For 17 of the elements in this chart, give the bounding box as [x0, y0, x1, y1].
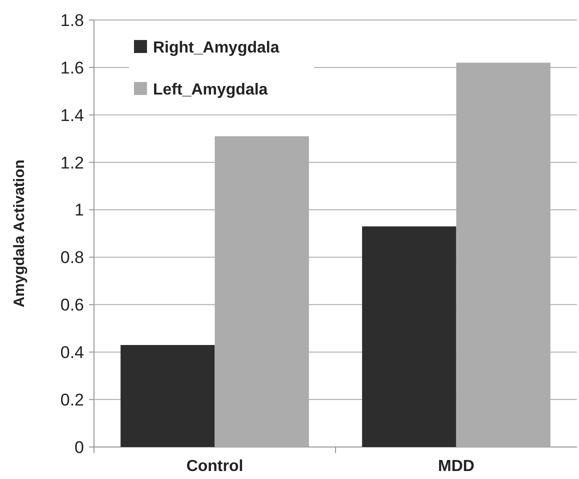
y-tick-label: 0.2: [60, 390, 84, 410]
y-tick-label: 1.6: [60, 58, 84, 78]
y-tick-label: 0: [74, 438, 84, 457]
legend-label: Right_Amygdala: [153, 40, 280, 57]
y-tick-label: 0.8: [60, 248, 84, 268]
y-axis-title: Amygdala Activation: [11, 160, 28, 308]
y-tick-label: 0.4: [60, 343, 84, 362]
y-tick-label: 1: [74, 200, 84, 220]
bar: [362, 226, 456, 447]
y-tick-label: 1.8: [60, 10, 84, 30]
y-tick-label: 1.4: [60, 106, 84, 125]
x-tick-label: Control: [186, 458, 244, 475]
x-tick-label: MDD: [438, 458, 474, 475]
bar: [120, 344, 215, 447]
y-tick-label: 0.6: [60, 296, 84, 315]
legend-label: Left_Amygdala: [153, 82, 268, 99]
y-tick-label: 1.2: [60, 153, 84, 172]
